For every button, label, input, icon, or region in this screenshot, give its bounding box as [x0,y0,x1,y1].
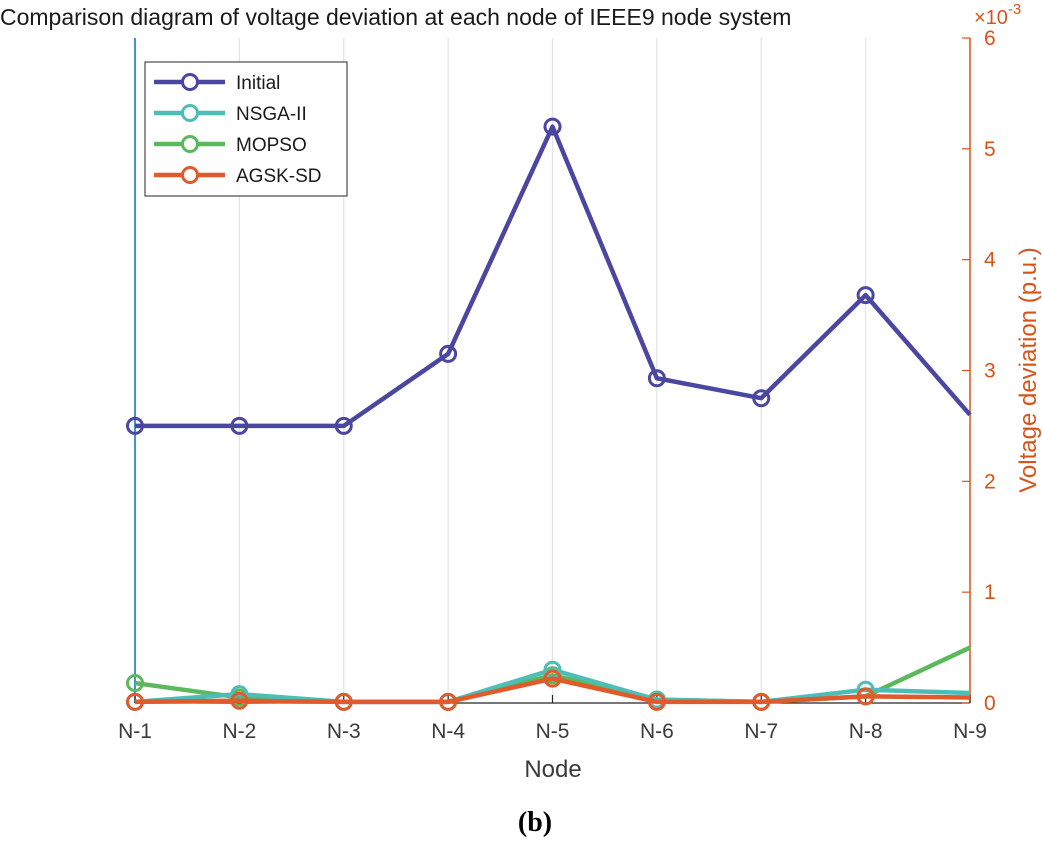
legend-item-nsga-ii: NSGA-II [154,104,307,125]
series-line-initial [135,124,972,429]
chart-title: Comparison diagram of voltage deviation … [0,4,791,30]
y-axis-label: Voltage deviation (p.u.) [1015,247,1042,493]
legend-swatch-marker-initial [181,73,199,91]
x-tick-label-n-5: N-5 [536,720,570,743]
legend-item-agsk-sd: AGSK-SD [154,166,322,187]
y-tick-label-4: 4 [984,249,996,272]
series-agsk-sd [126,669,971,711]
legend-item-mopso: MOPSO [154,135,307,156]
legend-label-initial: Initial [236,73,280,94]
y-tick-label-3: 3 [984,360,996,383]
series-initial [126,117,972,435]
y-tick-label-1: 1 [984,581,996,604]
data-point-agsk-sd-n-2 [230,691,249,710]
data-point-agsk-sd-n-6 [647,692,666,711]
x-tick-label-n-1: N-1 [118,720,152,743]
x-tick-label-n-4: N-4 [431,720,465,743]
series-line-agsk-sd [134,676,971,705]
data-point-agsk-sd-n-5 [543,669,562,688]
x-axis-ticks: N-1 N-2 N-3 N-4 N-5 N-6 N-7 N-8 N-9 [118,695,987,743]
x-tick-label-n-2: N-2 [222,720,256,743]
legend: Initial NSGA-II MOPSO AGSK-SD [144,61,348,197]
data-point-initial-n-1 [126,416,144,435]
series-layer [126,117,972,711]
data-point-agsk-sd-n-3 [334,692,353,711]
legend-label-agsk-sd: AGSK-SD [236,166,322,187]
y-axis-ticks: 0 1 2 3 4 5 6 [962,27,996,715]
legend-swatch-marker-nsga-ii [181,104,199,122]
data-point-initial-n-6 [647,369,666,388]
x-tick-label-n-7: N-7 [744,720,778,743]
data-point-agsk-sd-n-7 [752,692,771,711]
legend-swatch-marker-mopso [181,135,199,153]
figure-caption: (b) [518,807,552,838]
data-point-mopso-n-1 [126,674,144,693]
data-point-initial-n-2 [230,416,249,435]
data-point-agsk-sd-n-1 [126,692,144,711]
y-exponent-label: ×10-3 [974,1,1021,29]
data-point-initial-n-4 [439,344,458,363]
data-point-initial-n-7 [752,389,771,408]
data-point-agsk-sd-n-8 [856,687,875,706]
y-tick-label-5: 5 [984,138,996,161]
legend-label-nsga-ii: NSGA-II [236,104,307,125]
x-axis-label: Node [524,756,581,783]
data-point-agsk-sd-n-4 [439,692,458,711]
x-tick-label-n-6: N-6 [640,720,674,743]
legend-swatch-marker-agsk-sd [181,166,199,184]
legend-item-initial: Initial [154,73,280,94]
legend-label-mopso: MOPSO [236,135,307,156]
data-point-initial-n-8 [856,286,875,305]
x-tick-label-n-8: N-8 [849,720,883,743]
x-tick-label-n-9: N-9 [953,720,987,743]
x-tick-label-n-3: N-3 [327,720,361,743]
y-tick-label-6: 6 [984,27,996,50]
y-tick-label-2: 2 [984,470,996,493]
data-point-initial-n-5 [543,117,562,136]
data-point-initial-n-3 [334,416,353,435]
y-tick-label-0: 0 [984,692,996,715]
